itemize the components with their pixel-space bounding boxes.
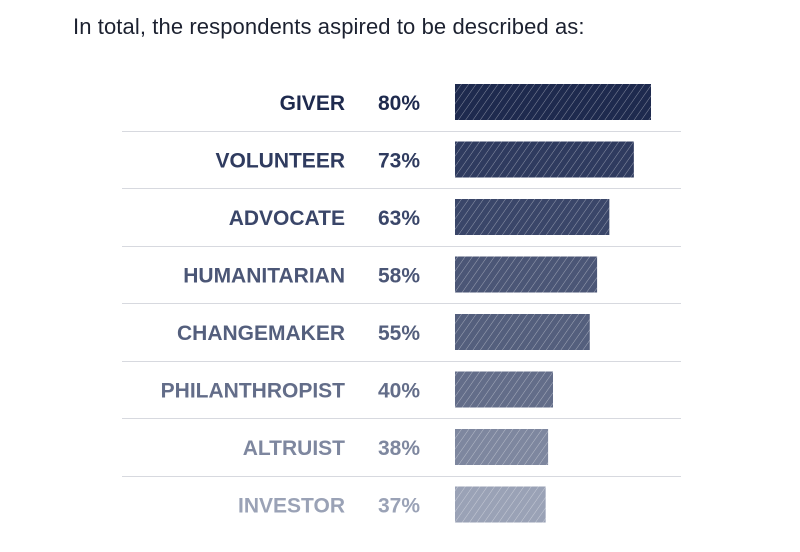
- chart-row: INVESTOR 37%: [238, 486, 546, 523]
- chart-row: VOLUNTEER 73%: [122, 141, 681, 189]
- value-label: 63%: [378, 207, 420, 230]
- page-title: In total, the respondents aspired to be …: [73, 14, 585, 39]
- bar-hatch: [455, 199, 610, 235]
- category-label: GIVER: [280, 92, 345, 115]
- value-label: 40%: [378, 380, 420, 403]
- bar-hatch: [455, 371, 553, 408]
- value-label: 55%: [378, 322, 420, 345]
- category-label: CHANGEMAKER: [177, 322, 345, 345]
- bar-hatch: [455, 486, 546, 523]
- chart-row: HUMANITARIAN 58%: [122, 256, 681, 304]
- bar-hatch: [455, 429, 549, 465]
- chart-row: ADVOCATE 63%: [122, 199, 681, 247]
- category-label: ALTRUIST: [243, 437, 345, 460]
- value-label: 80%: [378, 92, 420, 115]
- category-label: ADVOCATE: [229, 207, 345, 230]
- chart-row: CHANGEMAKER 55%: [122, 314, 681, 362]
- chart-row: ALTRUIST 38%: [122, 429, 681, 477]
- chart-row: GIVER 80%: [122, 84, 681, 132]
- chart-row: PHILANTHROPIST 40%: [122, 371, 681, 419]
- category-label: HUMANITARIAN: [183, 265, 345, 288]
- bar-hatch: [455, 256, 598, 293]
- category-label: PHILANTHROPIST: [161, 380, 346, 403]
- bar-hatch: [455, 314, 590, 350]
- category-label: VOLUNTEER: [215, 150, 345, 173]
- value-label: 38%: [378, 437, 420, 460]
- value-label: 37%: [378, 495, 420, 518]
- value-label: 73%: [378, 150, 420, 173]
- bar-hatch: [455, 84, 651, 120]
- bar-hatch: [455, 141, 634, 178]
- value-label: 58%: [378, 265, 420, 288]
- category-label: INVESTOR: [238, 495, 345, 518]
